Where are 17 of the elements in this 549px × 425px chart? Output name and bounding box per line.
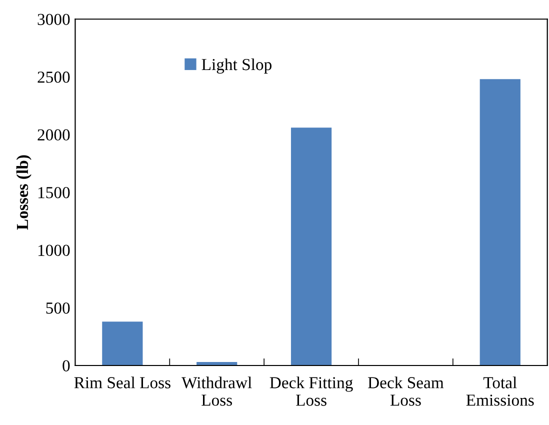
- y-tick-label: 0: [62, 360, 70, 372]
- bar: [102, 322, 143, 366]
- x-tick-label: Deck Fitting Loss: [270, 376, 353, 406]
- y-tick-label: 2000: [38, 129, 70, 141]
- y-axis-title: Losses (lb): [16, 155, 32, 230]
- y-tick-label: 500: [46, 302, 70, 314]
- x-tick-label: Total Emissions: [466, 376, 534, 406]
- y-tick-label: 1500: [38, 187, 70, 198]
- legend-label: Light Slop: [202, 58, 272, 74]
- y-tick-label: 2500: [38, 72, 70, 83]
- x-tick-label: Deck Seam Loss: [368, 376, 444, 406]
- y-tick-label: 3000: [38, 14, 70, 26]
- x-tick-label: Withdrawl Loss: [182, 376, 252, 406]
- bar: [480, 79, 520, 366]
- bar: [290, 128, 332, 366]
- x-tick-label: Rim Seal Loss: [74, 376, 170, 388]
- y-tick-label: 1000: [38, 244, 70, 256]
